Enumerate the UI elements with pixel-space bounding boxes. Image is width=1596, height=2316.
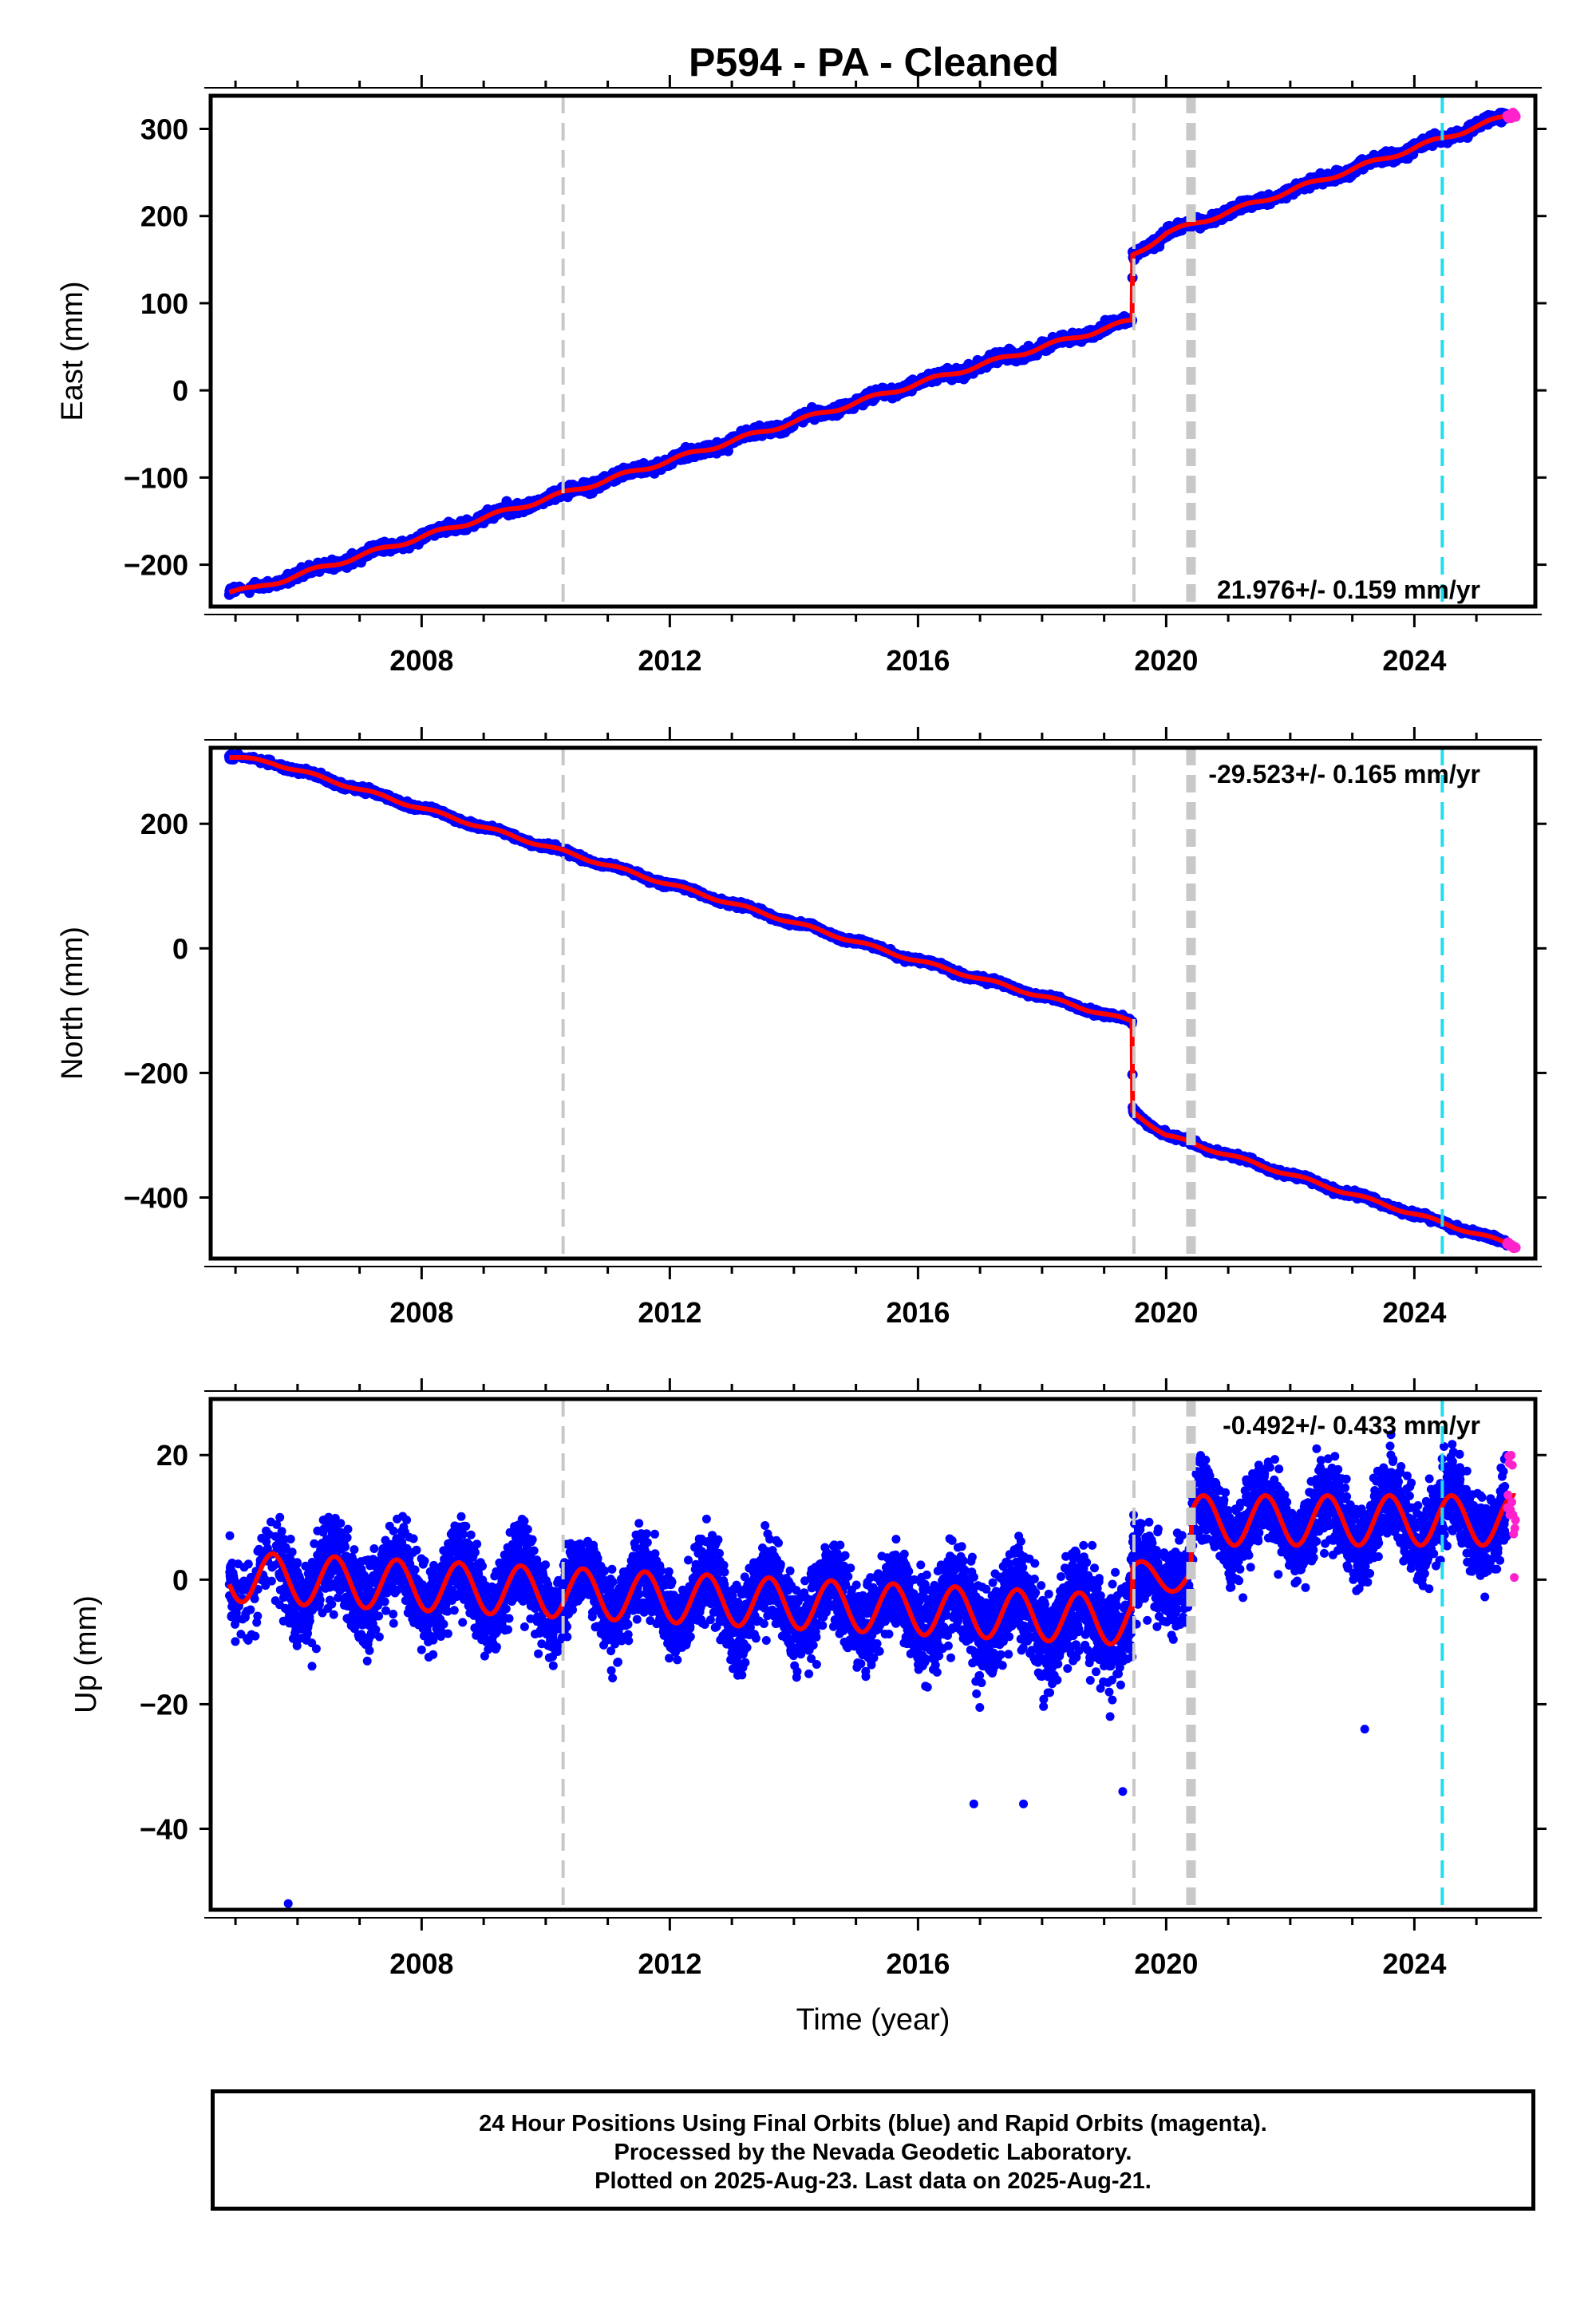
y-tick-label: −100 (124, 461, 188, 494)
panels: 2008 2012 2016 2020 2024 −200 −100 0 100 200 300 Ea… (56, 75, 1547, 2037)
x-tick-label: 2016 (886, 644, 950, 677)
x-tick-label: 2024 (1382, 644, 1446, 677)
x-tick-label: 2012 (638, 644, 701, 677)
x-tick-label: 2008 (389, 644, 453, 677)
east-axis-label: East (mm) (56, 281, 89, 421)
east-velocity-label: 21.976+/- 0.159 mm/yr (1217, 575, 1480, 604)
east-plot-area (223, 107, 1521, 600)
y-tick-label: 0 (172, 374, 188, 407)
y-tick-label: −200 (124, 549, 188, 582)
y-tick-label: 300 (140, 113, 188, 146)
y-tick-label: 200 (140, 200, 188, 233)
north-plot-area (223, 749, 1521, 1254)
east-panel: 2008 2012 2016 2020 2024 −200 −100 0 100 200 300 Ea… (56, 75, 1547, 677)
east-rapid-point (1510, 111, 1521, 122)
figure-title: P594 - PA - Cleaned (689, 40, 1059, 85)
y-tick-label: 100 (140, 287, 188, 320)
north-final-orbit-points (223, 749, 1513, 1251)
x-tick-label: 2020 (1134, 644, 1198, 677)
